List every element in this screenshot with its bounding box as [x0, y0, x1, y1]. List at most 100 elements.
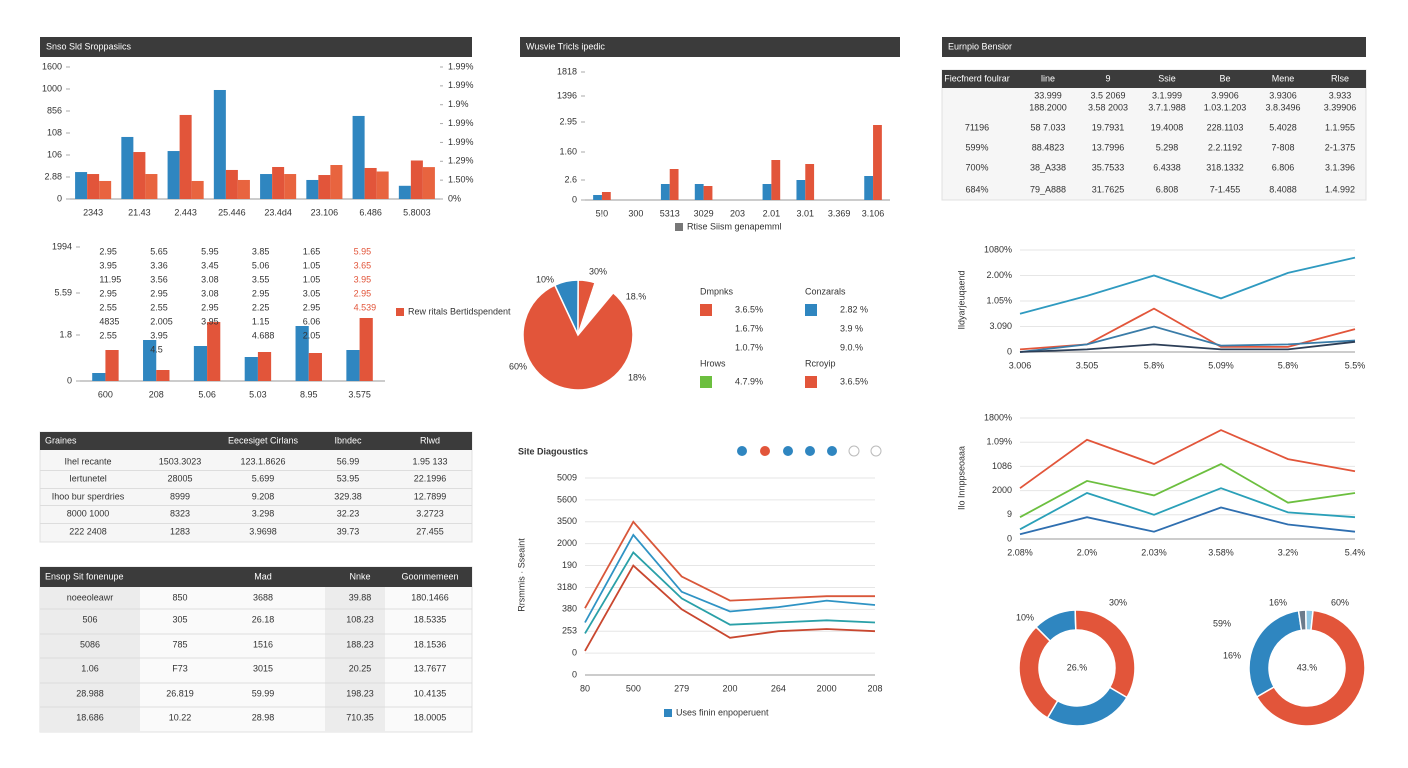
x-tick-label: 300 [628, 208, 643, 218]
y-tick-label: 1818 [557, 66, 577, 76]
y-axis-label: Rrsmmis · Sseaint [516, 538, 526, 612]
annotation: 1.05 [303, 260, 321, 270]
table-cell: 1503.3023 [159, 456, 202, 466]
x-tick-label: 5.03 [249, 389, 267, 399]
annotation: 2.95 [99, 246, 117, 256]
dot [848, 445, 860, 457]
table-cell: 28.988 [76, 688, 104, 698]
legend-value: 9.0.% [840, 342, 863, 352]
y-tick-label: 3180 [557, 582, 577, 592]
table-cell: 3.39906 [1324, 102, 1357, 112]
bar [762, 184, 772, 200]
bar [694, 184, 704, 200]
y-tick-label: 108 [47, 127, 62, 137]
x-tick-label: 5.8003 [403, 207, 431, 217]
table-cell: 5.4028 [1269, 122, 1297, 132]
y-tick-label: 5009 [557, 472, 577, 482]
bar [272, 166, 285, 199]
x-tick-label: 25.446 [218, 207, 246, 217]
line [584, 520, 875, 609]
x-tick-label: 208 [867, 683, 882, 693]
table-cell: 3.8.3496 [1265, 102, 1300, 112]
legend-title: Rcroyip [805, 358, 836, 368]
chart-title: Site Diagoustics [518, 446, 588, 456]
annotation: 3.55 [252, 274, 270, 284]
bar [225, 169, 238, 199]
table-cell: 188.23 [346, 639, 374, 649]
table-cell: 53.95 [337, 473, 360, 483]
table-cell: 599% [965, 142, 988, 152]
x-tick-label: 5.5% [1345, 360, 1366, 370]
table-cell: 1.06 [81, 663, 99, 673]
x-tick-label: 3.006 [1009, 360, 1032, 370]
table-cell: 8323 [170, 508, 190, 518]
annotation: 3.08 [201, 274, 219, 284]
slice-label: 18.% [626, 291, 647, 301]
bar [193, 346, 208, 381]
table-cell: 850 [172, 592, 187, 602]
annotation: 2.55 [99, 302, 117, 312]
table-cell: 318.1332 [1206, 162, 1244, 172]
table-cell: 10.22 [169, 712, 192, 722]
y-tick-label: 0 [1007, 533, 1012, 543]
legend-value: 3.9 % [840, 323, 863, 333]
table-cell: 28.98 [252, 712, 275, 722]
column-header: Nnke [349, 571, 370, 581]
column-header: Fiecfnerd foulrar [944, 73, 1010, 83]
legend-swatch [396, 308, 404, 316]
annotation: 3.45 [201, 260, 219, 270]
legend-value: 3.6.5% [735, 304, 763, 314]
x-tick-label: 5.09% [1208, 360, 1234, 370]
bar [295, 326, 309, 381]
column-header: Eecesiget Cirlans [228, 435, 299, 445]
x-tick-label: 3.106 [862, 208, 885, 218]
x-tick-label: 5.06 [198, 389, 216, 399]
legend-swatch [675, 223, 683, 231]
table-cell: 79_A888 [1030, 184, 1066, 194]
y-tick-label: 1396 [557, 90, 577, 100]
table-cell: 32.23 [337, 508, 360, 518]
legend-value: 3.6.5% [840, 376, 868, 386]
chart-title: Snso Sld Sroppasiics [46, 41, 132, 51]
table-cell: 3015 [253, 663, 273, 673]
annotation: 3.56 [150, 274, 168, 284]
bar [398, 185, 411, 199]
bar [359, 318, 373, 381]
x-tick-label: 500 [626, 683, 641, 693]
x-tick-label: 5.8% [1144, 360, 1165, 370]
pager-dots [737, 445, 882, 457]
annotation: 2.95 [354, 288, 372, 298]
table-cell: 58 7.033 [1030, 122, 1065, 132]
bar [207, 322, 221, 381]
column-header: Mad [254, 571, 272, 581]
slice [1018, 625, 1059, 719]
table-cell: 56.99 [337, 456, 360, 466]
x-tick-label: 80 [580, 683, 590, 693]
legend-title: Conzarals [805, 286, 846, 296]
y2-tick-label: 1.9% [448, 99, 469, 109]
table-cell: 7-808 [1271, 142, 1294, 152]
y-tick-label: 2000 [992, 485, 1012, 495]
chart-title: Wusvie Tricls ipedic [526, 41, 605, 51]
table-cell: 18.1536 [414, 639, 447, 649]
bar [75, 172, 88, 199]
table-column-shade [40, 587, 140, 732]
table-cell: 1516 [253, 639, 273, 649]
x-tick-label: 2.0% [1077, 547, 1098, 557]
annotation: 11.95 [99, 274, 121, 284]
x-tick-label: 8.95 [300, 389, 318, 399]
x-tick-label: 21.43 [128, 207, 151, 217]
annotation: 2.05 [303, 330, 321, 340]
x-tick-label: 23.4d4 [264, 207, 292, 217]
x-tick-label: 3.2% [1278, 547, 1299, 557]
legend-value: 1.0.7% [735, 342, 763, 352]
line [1019, 429, 1356, 489]
annotation: 3.95 [201, 316, 219, 326]
y-tick-label: 190 [562, 560, 577, 570]
dot [805, 446, 815, 456]
y-tick-label: 0 [67, 375, 72, 385]
y-tick-label: 1080% [984, 244, 1012, 254]
table-cell: 5086 [80, 639, 100, 649]
table-cell: 31.7625 [1092, 184, 1125, 194]
table-cell: 59.99 [252, 688, 275, 698]
